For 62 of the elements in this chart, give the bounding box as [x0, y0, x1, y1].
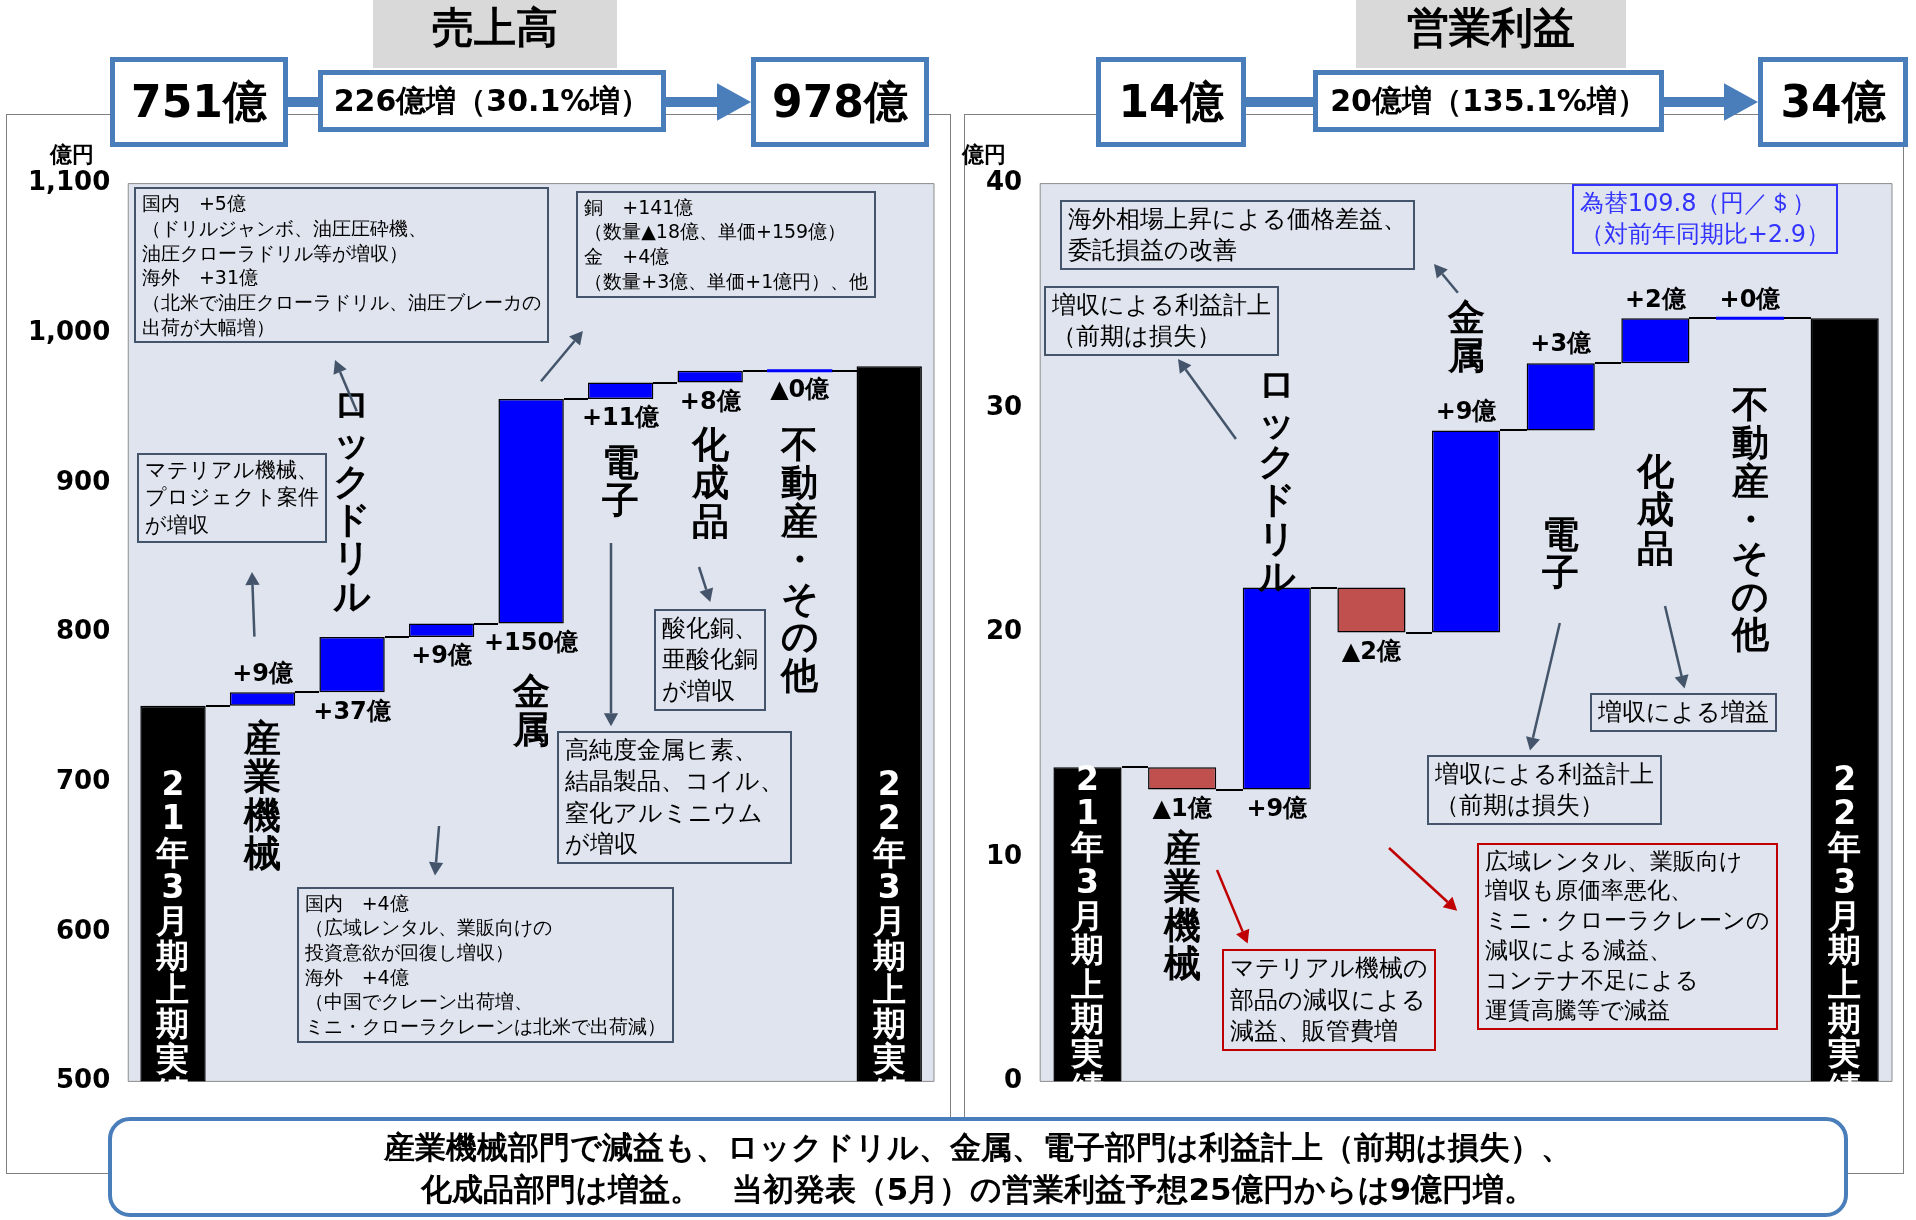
y-axis-title: 億円 — [962, 140, 1007, 169]
text: 産業機械部門で減益も、ロックドリル、金属、電子部門は利益計上（前期は損失）、化成品部門は増益。 当初発表（5月）の営業利益予想25億円からは9億円増。 — [108, 1117, 1848, 1217]
y-tick-label: 30 — [985, 390, 1023, 421]
data-label: +3億 — [1530, 329, 1593, 358]
chart-title: 営業利益 — [1356, 0, 1626, 68]
text: 978億 — [751, 57, 929, 147]
text: 226億増（30.1%増） — [318, 70, 666, 132]
data-label: +9億 — [1435, 396, 1498, 425]
chart-title: 売上高 — [373, 0, 617, 68]
x-tick-label: 産業機械 — [243, 716, 282, 875]
data-label: +11億 — [581, 403, 661, 432]
x-tick-label: 金属 — [1446, 295, 1486, 377]
text: 751億 — [110, 57, 288, 147]
x-tick-label: 産業機械 — [1162, 827, 1202, 986]
y-tick-label: 900 — [55, 465, 111, 496]
data-label: ▲0億 — [770, 374, 831, 403]
y-tick-label: 800 — [55, 615, 111, 646]
data-label: +9億 — [232, 658, 294, 687]
y-tick-label: 40 — [985, 166, 1023, 197]
y-axis-title: 億円 — [50, 140, 95, 169]
y-tick-label: 700 — [55, 764, 111, 795]
x-tick-label: 化成品 — [690, 423, 730, 543]
annotation: 国内 +5億（ドリルジャンボ、油圧圧砕機、油圧クローラドリル等が増収）海外 +31億（北米で油圧クローラドリル、油圧ブレーカの出荷が大幅増） — [133, 187, 549, 344]
annotation: 為替109.8（円／＄）（対前年同期比+2.9） — [1571, 183, 1838, 254]
x-tick-label: 電子 — [1541, 512, 1581, 595]
data-label: ▲1億 — [1152, 793, 1213, 822]
y-tick-label: 10 — [985, 839, 1023, 870]
text: 34億 — [1758, 57, 1908, 147]
y-tick-label: 1,100 — [27, 166, 111, 197]
data-label: +150億 — [484, 627, 580, 656]
annotation: 銅 +141億（数量▲18億、単価+159億）金 +4億（数量+3億、単価+1億円）、他 — [576, 190, 877, 298]
data-label: +37億 — [313, 696, 392, 725]
x-tick-label: 不動産・その他 — [780, 423, 820, 697]
annotation: 増収による利益計上（前期は損失） — [1426, 754, 1662, 825]
annotation: 増収による利益計上（前期は損失） — [1044, 285, 1280, 357]
data-label: +0億 — [1719, 284, 1782, 313]
annotation: 高純度金属ヒ素、結晶製品、コイル、窒化アルミニウムが増収 — [556, 731, 792, 864]
data-label: +9億 — [1246, 793, 1309, 822]
x-tick-label: 不動産・その他 — [1730, 382, 1770, 657]
data-label: ▲2億 — [1341, 636, 1403, 665]
annotation: マテリアル機械、プロジェクト案件が増収 — [137, 452, 328, 543]
y-tick-label: 500 — [55, 1064, 111, 1095]
x-tick-label: 金属 — [511, 669, 551, 752]
text: 14億 — [1096, 57, 1246, 147]
y-tick-label: 600 — [55, 914, 111, 945]
y-tick-label: 1,000 — [27, 315, 111, 346]
annotation: マテリアル機械の部品の減収による減益、販管費増 — [1221, 949, 1436, 1051]
data-label: +2億 — [1624, 284, 1687, 313]
data-label: +9億 — [411, 641, 473, 670]
x-tick-label: 電子 — [601, 440, 641, 523]
annotation: 海外相場上昇による価格差益、委託損益の改善 — [1059, 199, 1415, 271]
y-tick-label: 20 — [985, 615, 1023, 646]
y-tick-label: 0 — [1004, 1064, 1023, 1095]
text: 20億増（135.1%増） — [1313, 70, 1664, 132]
data-label: +8億 — [679, 386, 742, 415]
x-tick-label: ロックドリル — [332, 382, 372, 618]
annotation: 広域レンタル、業販向け増収も原価率悪化、ミニ・クローラクレーンの減収による減益、コンテナ不足による運賃高騰等で減益 — [1477, 842, 1779, 1030]
annotation: 増収による増益 — [1590, 692, 1778, 732]
annotation: 酸化銅、亜酸化銅が増収 — [654, 609, 767, 711]
x-tick-label: ロックドリル — [1257, 362, 1297, 599]
x-tick-label: 化成品 — [1635, 449, 1675, 570]
annotation: 国内 +4億（広域レンタル、業販向けの投資意欲が回復し増収）海外 +4億（中国でクレーン出荷増、ミニ・クローラクレーンは北米で出荷減） — [296, 886, 674, 1043]
